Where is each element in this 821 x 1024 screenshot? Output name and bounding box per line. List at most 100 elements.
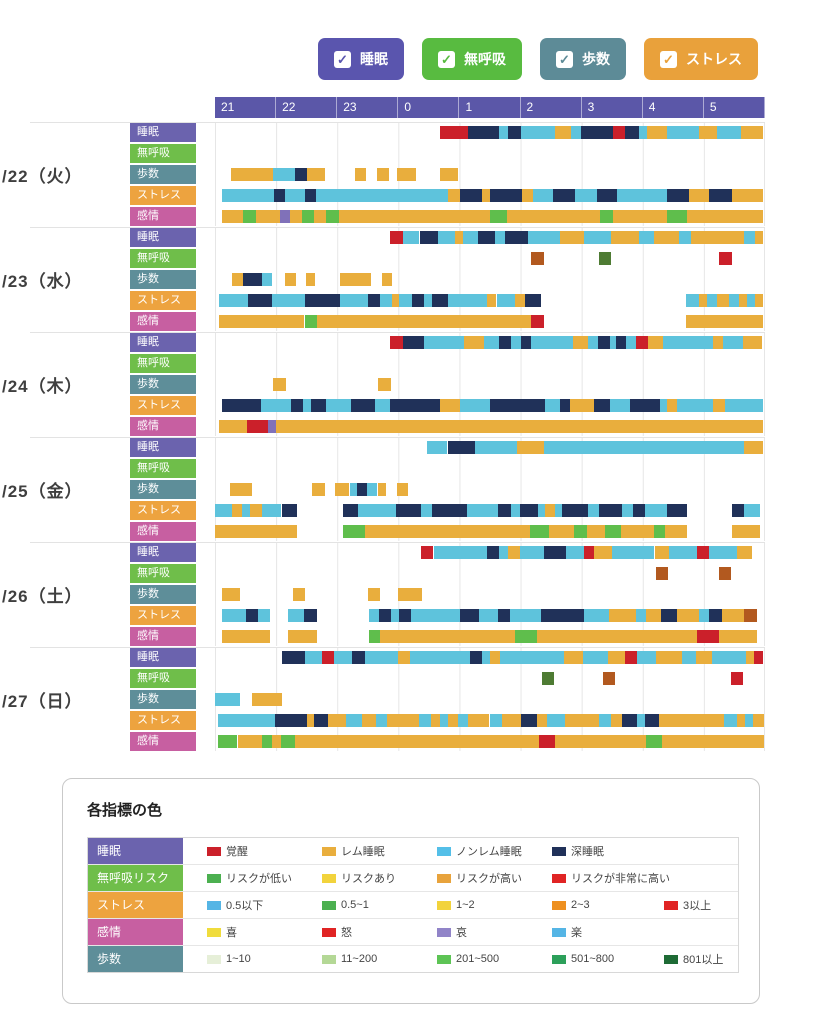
bar-segment [302, 399, 312, 412]
bar-segment [229, 483, 252, 496]
bar-segment [292, 588, 306, 601]
bar-segment [397, 588, 422, 601]
bar-segment [447, 441, 475, 454]
bar-segment [529, 525, 550, 538]
bar-segment [581, 126, 613, 139]
bar-segment [712, 336, 723, 349]
bar-segment [507, 546, 520, 559]
timeline-22 [215, 123, 765, 226]
bar-segment [271, 735, 282, 748]
bar-segment [621, 504, 633, 517]
timeline-row-emotion [215, 312, 764, 331]
timeline-row-apnea [215, 354, 764, 373]
legend-row-steps: 歩数 1~10 11~200 201~500 501~800 801以上 [88, 946, 738, 972]
bar-segment [411, 294, 424, 307]
bar-segment [725, 399, 764, 412]
bar-segment [440, 399, 460, 412]
bar-segment [290, 210, 303, 223]
bar-segment [525, 294, 542, 307]
bar-segment [305, 651, 323, 664]
bar-segment [459, 189, 482, 202]
legend-row-stress: ストレス 0.5以下 0.5~1 1~2 2~3 3以上 [88, 892, 738, 919]
bar-segment [368, 630, 380, 643]
filter-button-apnea[interactable]: ✓ 無呼吸 [422, 38, 522, 80]
bar-segment [517, 441, 545, 454]
legend-swatch [207, 900, 221, 910]
bar-segment [519, 504, 538, 517]
checkbox-icon-stress[interactable]: ✓ [660, 50, 677, 68]
bar-segment [599, 210, 614, 223]
checkbox-icon-steps[interactable]: ✓ [556, 50, 573, 68]
bar-segment [478, 609, 499, 622]
bar-segment [573, 336, 589, 349]
filter-button-stress[interactable]: ✓ ストレス [644, 38, 758, 80]
day-divider [30, 122, 765, 123]
bar-segment [302, 210, 315, 223]
day-label: /24（木） [2, 377, 83, 396]
metric-label-sleep: 睡眠 [130, 333, 196, 352]
legend-item: 201~500 [437, 946, 499, 972]
bar-segment [281, 735, 295, 748]
metric-label-steps: 歩数 [130, 690, 196, 709]
bar-segment [423, 294, 432, 307]
filter-button-sleep[interactable]: ✓ 睡眠 [318, 38, 404, 80]
legend-item-text: 501~800 [571, 953, 615, 965]
legend-swatch [552, 900, 566, 910]
bar-segment [654, 231, 679, 244]
bar-segment [511, 504, 520, 517]
bar-segment [345, 714, 362, 727]
legend-swatch [437, 927, 451, 937]
bar-segment [447, 189, 460, 202]
legend-item-text: 喜 [226, 927, 237, 939]
bar-segment [718, 630, 757, 643]
bar-segment [272, 168, 295, 181]
bar-segment [519, 546, 545, 559]
bar-segment [716, 126, 741, 139]
bar-segment [342, 504, 358, 517]
bar-segment [403, 231, 420, 244]
checkbox-icon-sleep[interactable]: ✓ [334, 50, 351, 68]
bar-segment [660, 609, 677, 622]
bar-segment [367, 294, 380, 307]
bar-segment [537, 504, 545, 517]
bar-segment [584, 546, 595, 559]
bar-segment [540, 609, 585, 622]
bar-segment [605, 525, 622, 538]
bar-segment [636, 336, 649, 349]
bar-segment [439, 168, 458, 181]
timeline-row-emotion [215, 627, 764, 646]
bar-segment [754, 651, 763, 664]
timeline-25 [215, 438, 765, 541]
bar-segment [544, 546, 567, 559]
bar-segment [490, 651, 500, 664]
bar-segment [594, 546, 613, 559]
legend-swatch [322, 927, 336, 937]
legend-item: リスクあり [322, 865, 396, 891]
bar-segment [222, 189, 275, 202]
day-block-24: /24（木） 睡眠 無呼吸 歩数 ストレス 感情 [0, 332, 821, 437]
bar-segment [544, 399, 560, 412]
bar-segment [325, 399, 351, 412]
bar-segment [537, 630, 697, 643]
bar-segment [547, 714, 566, 727]
legend-item-text: 201~500 [456, 953, 500, 965]
timeline-row-emotion [215, 732, 764, 751]
checkbox-icon-apnea[interactable]: ✓ [438, 50, 455, 68]
bar-segment [288, 630, 318, 643]
legend-items: 0.5以下 0.5~1 1~2 2~3 3以上 [183, 892, 738, 918]
legend-item-text: 楽 [571, 927, 582, 939]
bar-segment [246, 609, 259, 622]
legend-items: 喜怒哀楽 [183, 919, 738, 945]
bar-segment [389, 336, 404, 349]
bar-segment [390, 399, 441, 412]
bar-segment [215, 525, 297, 538]
timeline-row-sleep [215, 123, 764, 142]
bar-segment [706, 294, 717, 307]
bar-segment [686, 315, 763, 328]
bar-segment [746, 294, 756, 307]
timeline-row-stress [215, 501, 764, 520]
metric-label-sleep: 睡眠 [130, 543, 196, 562]
filter-button-steps[interactable]: ✓ 歩数 [540, 38, 626, 80]
bar-segment [396, 504, 421, 517]
bar-segment [598, 336, 611, 349]
